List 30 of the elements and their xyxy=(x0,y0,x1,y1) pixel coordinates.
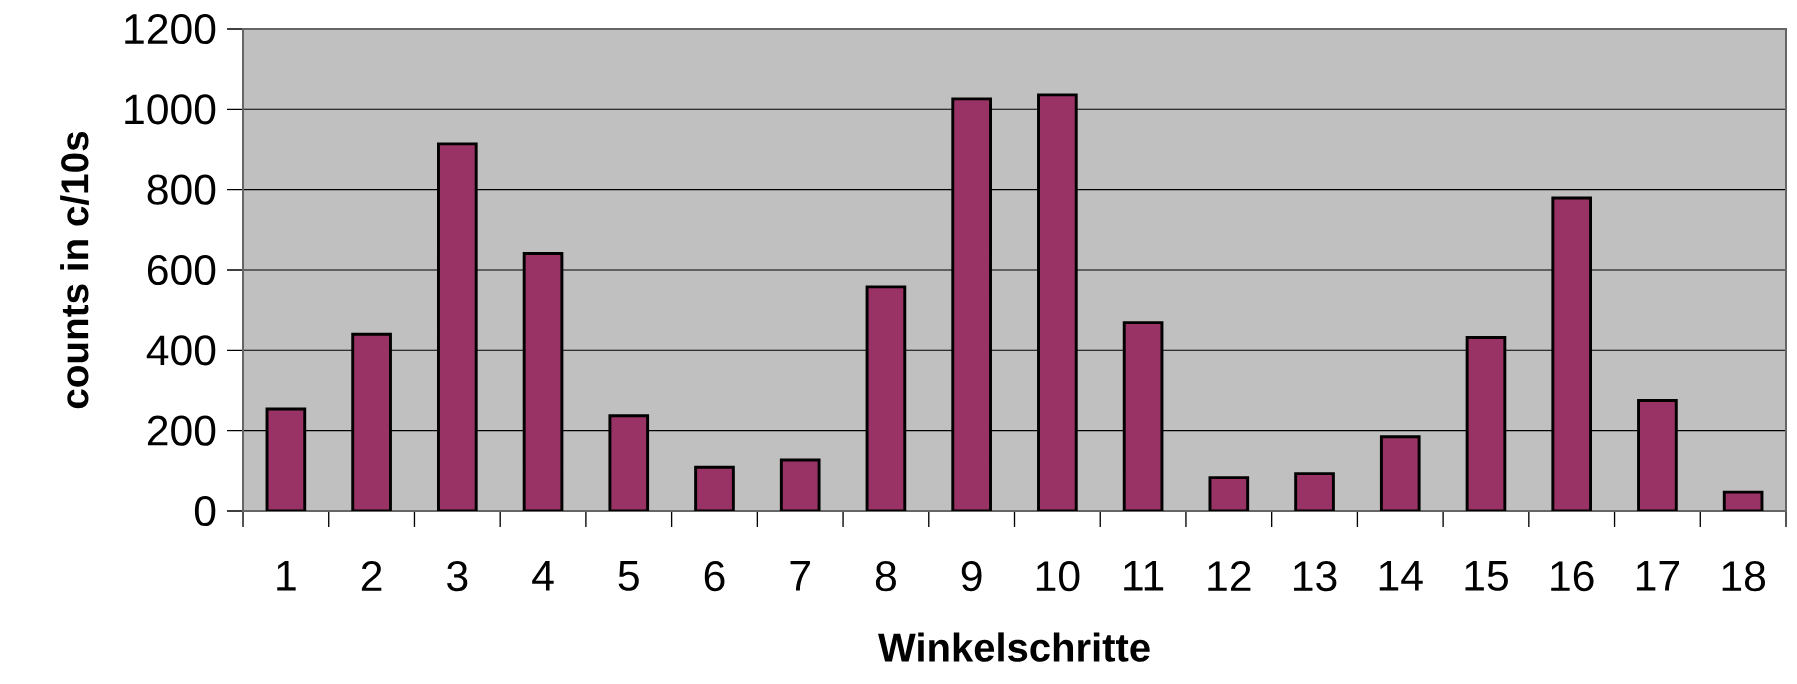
bar xyxy=(1637,399,1678,511)
bar xyxy=(951,97,992,511)
x-tick-label: 4 xyxy=(532,561,554,591)
x-tick-label: 7 xyxy=(790,561,810,591)
y-axis-title: counts in c/10s xyxy=(60,131,89,409)
y-tick-label: 600 xyxy=(147,254,216,286)
x-tick-label: 6 xyxy=(704,561,725,592)
x-tick-label: 15 xyxy=(1465,561,1508,591)
y-tick-label: 400 xyxy=(146,335,216,366)
x-tick-label: 9 xyxy=(961,561,982,592)
x-tick-label: 18 xyxy=(1722,561,1766,592)
y-tick-label: 800 xyxy=(147,174,216,205)
x-tick-label: 13 xyxy=(1294,561,1337,592)
y-tick-label: 0 xyxy=(194,495,216,527)
y-tick-label: 200 xyxy=(147,415,216,446)
x-axis-title: Winkelschritte xyxy=(878,632,1150,662)
x-tick-label: 16 xyxy=(1551,561,1594,592)
x-tick-label: 8 xyxy=(875,561,896,592)
x-tick-label: 14 xyxy=(1379,561,1423,591)
x-tick-label: 2 xyxy=(361,561,382,591)
x-tick-label: 12 xyxy=(1208,561,1251,591)
x-tick-label: 10 xyxy=(1036,561,1080,592)
bar xyxy=(1037,93,1078,511)
x-tick-label: 11 xyxy=(1124,561,1164,591)
y-tick-label: 1000 xyxy=(125,94,216,125)
x-tick-label: 3 xyxy=(447,561,468,592)
y-tick-label: 1200 xyxy=(125,13,216,45)
x-tick-label: 1 xyxy=(277,561,296,591)
x-tick-label: 17 xyxy=(1636,561,1679,591)
x-tick-label: 5 xyxy=(618,561,639,591)
